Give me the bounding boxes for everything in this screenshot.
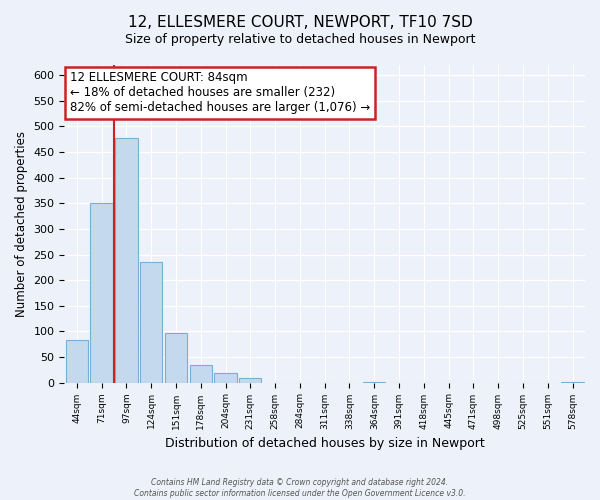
Text: Size of property relative to detached houses in Newport: Size of property relative to detached ho… xyxy=(125,32,475,46)
Bar xyxy=(91,204,113,382)
Text: Contains HM Land Registry data © Crown copyright and database right 2024.
Contai: Contains HM Land Registry data © Crown c… xyxy=(134,478,466,498)
Text: 12 ELLESMERE COURT: 84sqm
← 18% of detached houses are smaller (232)
82% of semi: 12 ELLESMERE COURT: 84sqm ← 18% of detac… xyxy=(70,72,370,114)
Y-axis label: Number of detached properties: Number of detached properties xyxy=(15,131,28,317)
Bar xyxy=(239,378,262,382)
Bar xyxy=(115,138,137,382)
Bar xyxy=(140,262,163,382)
Bar xyxy=(190,364,212,382)
X-axis label: Distribution of detached houses by size in Newport: Distribution of detached houses by size … xyxy=(165,437,485,450)
Text: 12, ELLESMERE COURT, NEWPORT, TF10 7SD: 12, ELLESMERE COURT, NEWPORT, TF10 7SD xyxy=(128,15,472,30)
Bar xyxy=(65,340,88,382)
Bar xyxy=(214,374,236,382)
Bar xyxy=(165,333,187,382)
